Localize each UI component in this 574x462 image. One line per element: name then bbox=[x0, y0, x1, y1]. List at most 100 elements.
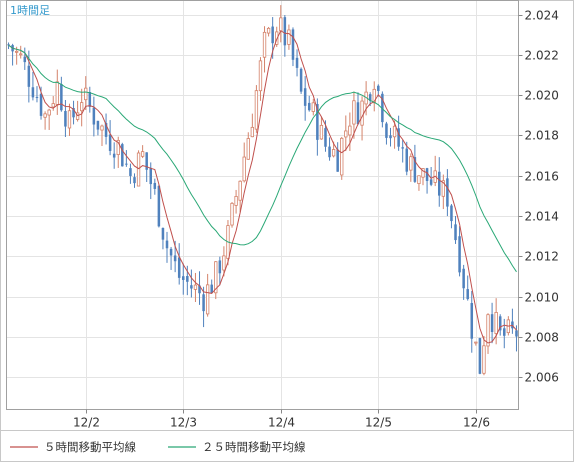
candle-body bbox=[125, 163, 128, 165]
x-axis: 12/2 12/3 12/4 12/5 12/6 bbox=[73, 409, 490, 430]
candle-body bbox=[438, 171, 441, 196]
candle-body bbox=[409, 156, 413, 171]
candle-body bbox=[133, 177, 136, 184]
candle-body bbox=[51, 103, 55, 108]
candle-body bbox=[149, 167, 153, 185]
candle-body bbox=[88, 91, 92, 107]
candle-body bbox=[173, 255, 177, 262]
candle-body bbox=[238, 180, 242, 201]
candle-body bbox=[31, 87, 35, 98]
legend-item-ma5: ５時間移動平均線 bbox=[10, 440, 136, 454]
candle-body bbox=[43, 113, 47, 118]
candle-body bbox=[462, 268, 465, 289]
candle-body bbox=[401, 147, 404, 149]
ma25-line bbox=[8, 44, 517, 273]
candle-body bbox=[482, 345, 486, 374]
candle-body bbox=[47, 109, 51, 116]
candle-body bbox=[474, 341, 478, 344]
y-tick-label: 2.016 bbox=[525, 170, 559, 184]
candle-body bbox=[242, 156, 246, 182]
candle-body bbox=[271, 26, 274, 44]
candle-body bbox=[108, 134, 112, 151]
candle-body bbox=[198, 285, 201, 294]
candle-body bbox=[425, 168, 429, 181]
candle-body bbox=[55, 81, 59, 105]
candle-body bbox=[336, 149, 339, 172]
candle-body bbox=[205, 284, 210, 315]
x-tick-label: 12/4 bbox=[268, 416, 295, 430]
candle-body bbox=[368, 94, 372, 101]
candle-body bbox=[234, 196, 238, 206]
candle-body bbox=[279, 17, 283, 32]
candle-body bbox=[266, 27, 271, 34]
candle-body bbox=[331, 149, 336, 157]
candle-body bbox=[515, 330, 518, 337]
y-tick-label: 2.024 bbox=[525, 9, 559, 23]
candle-body bbox=[186, 276, 189, 282]
candle-body bbox=[136, 152, 141, 187]
candle-body bbox=[397, 128, 400, 147]
candle-body bbox=[222, 255, 226, 271]
candle-body bbox=[283, 17, 287, 46]
candle-body bbox=[295, 57, 299, 68]
candle-body bbox=[470, 303, 474, 339]
candle-body bbox=[413, 157, 417, 182]
candle-body bbox=[218, 260, 222, 274]
candle-body bbox=[262, 31, 267, 58]
legend-label-ma5: ５時間移動平均線 bbox=[44, 440, 136, 454]
candle-body bbox=[121, 144, 124, 167]
candle-body bbox=[72, 108, 75, 118]
candle-body bbox=[177, 257, 181, 278]
candle-body bbox=[64, 110, 67, 127]
candle-body bbox=[35, 96, 39, 98]
candle-body bbox=[210, 284, 213, 293]
candle-body bbox=[140, 151, 145, 157]
candle-body bbox=[381, 93, 384, 123]
candle-body bbox=[429, 179, 433, 185]
candle-body bbox=[214, 261, 218, 294]
chart-title: 1時間足 bbox=[10, 4, 50, 17]
y-tick-label: 2.008 bbox=[525, 331, 559, 345]
candle-body bbox=[417, 175, 421, 185]
x-tick-label: 12/2 bbox=[73, 416, 100, 430]
legend-item-ma25: ２５時間移動平均線 bbox=[168, 440, 306, 454]
candle-body bbox=[503, 328, 506, 336]
candle-body bbox=[67, 110, 72, 129]
candle-body bbox=[145, 152, 148, 170]
candle-body bbox=[165, 240, 169, 249]
candle-body bbox=[328, 146, 331, 158]
candle-body bbox=[441, 180, 445, 197]
candle-body bbox=[104, 123, 108, 137]
candle-body bbox=[129, 168, 132, 176]
plot-frame bbox=[6, 0, 519, 410]
candle-body bbox=[112, 153, 116, 158]
candle-body bbox=[182, 276, 185, 280]
ma5-line bbox=[8, 29, 517, 344]
candle-body bbox=[311, 102, 315, 112]
y-tick-label: 2.012 bbox=[525, 250, 559, 264]
candle-body bbox=[319, 124, 324, 140]
candle-body bbox=[291, 29, 295, 60]
candle-body bbox=[27, 65, 31, 87]
y-tick-label: 2.006 bbox=[525, 371, 559, 385]
candle-body bbox=[299, 68, 303, 92]
candle-body bbox=[348, 125, 352, 136]
candle-body bbox=[14, 50, 19, 53]
candle-body bbox=[100, 125, 104, 131]
candle-body bbox=[421, 168, 425, 178]
y-tick-label: 2.010 bbox=[525, 291, 559, 305]
candle-body bbox=[190, 285, 193, 289]
candle-body bbox=[316, 104, 319, 140]
candle-body bbox=[458, 236, 461, 273]
candle-body bbox=[23, 56, 27, 63]
candle-body bbox=[494, 312, 498, 334]
candle-body bbox=[344, 130, 348, 138]
candle-body bbox=[39, 93, 43, 116]
candle-body bbox=[490, 314, 494, 332]
y-tick-label: 2.018 bbox=[525, 129, 559, 143]
candle-body bbox=[324, 128, 327, 147]
candle-body bbox=[340, 137, 344, 176]
candle-body bbox=[230, 202, 234, 226]
